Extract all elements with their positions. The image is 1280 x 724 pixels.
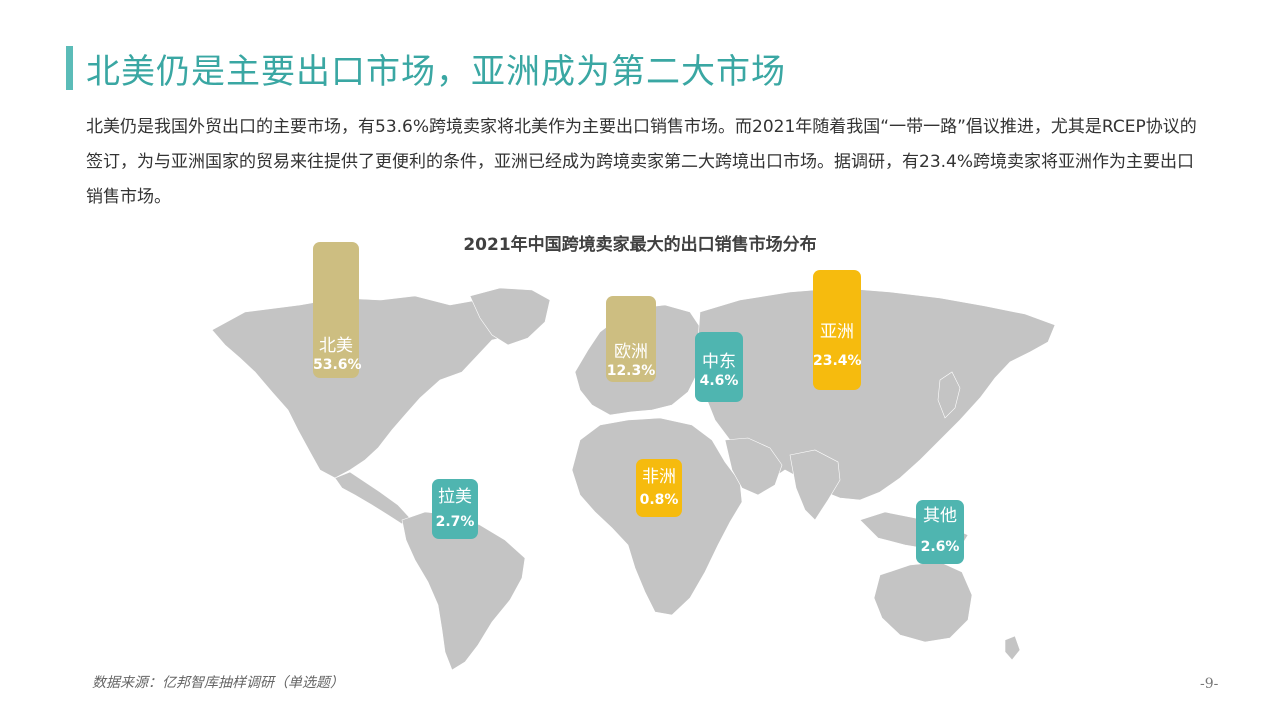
market-label: 亚洲 — [820, 322, 854, 342]
market-label: 拉美 — [438, 487, 472, 507]
central-america-shape — [334, 471, 411, 525]
market-value: 2.6% — [920, 539, 960, 555]
india-shape — [789, 449, 841, 521]
market-value: 23.4% — [813, 353, 862, 369]
intro-paragraph: 北美仍是我国外贸出口的主要市场，有53.6%跨境卖家将北美作为主要出口销售市场。… — [86, 117, 1197, 207]
greenland-shape — [469, 287, 551, 346]
bubble-latin-america: 拉美 2.7% — [432, 479, 478, 539]
market-label: 其他 — [923, 506, 957, 526]
bubble-other: 其他 2.6% — [916, 500, 964, 564]
bubble-asia: 亚洲 23.4% — [813, 270, 862, 390]
south-america-shape — [401, 511, 526, 671]
market-label: 欧洲 — [614, 342, 648, 362]
market-value: 4.6% — [699, 373, 739, 389]
japan-shape — [937, 371, 961, 419]
market-value: 12.3% — [606, 363, 656, 379]
market-label: 中东 — [702, 352, 736, 372]
new-zealand-shape — [1004, 635, 1021, 661]
market-value: 53.6% — [313, 357, 362, 373]
market-value: 2.7% — [435, 514, 475, 530]
page-title: 北美仍是主要出口市场，亚洲成为第二大市场 — [86, 52, 786, 92]
data-source-note: 数据来源：亿邦智库抽样调研（单选题） — [92, 675, 344, 691]
market-label: 非洲 — [642, 467, 676, 487]
arabia-shape — [724, 437, 783, 496]
market-value: 0.8% — [639, 492, 679, 508]
bubble-europe: 欧洲 12.3% — [606, 296, 656, 382]
page-number: -9- — [1200, 676, 1219, 692]
north-america-shape — [211, 295, 526, 479]
market-label: 北美 — [319, 336, 353, 356]
chart-title: 2021年中国跨境卖家最大的出口销售市场分布 — [463, 235, 817, 255]
bubble-middle-east: 中东 4.6% — [695, 332, 743, 402]
bubble-north-america: 北美 53.6% — [313, 242, 362, 378]
title-accent-bar — [66, 46, 73, 90]
australia-shape — [873, 561, 973, 643]
bubble-africa: 非洲 0.8% — [636, 459, 682, 517]
